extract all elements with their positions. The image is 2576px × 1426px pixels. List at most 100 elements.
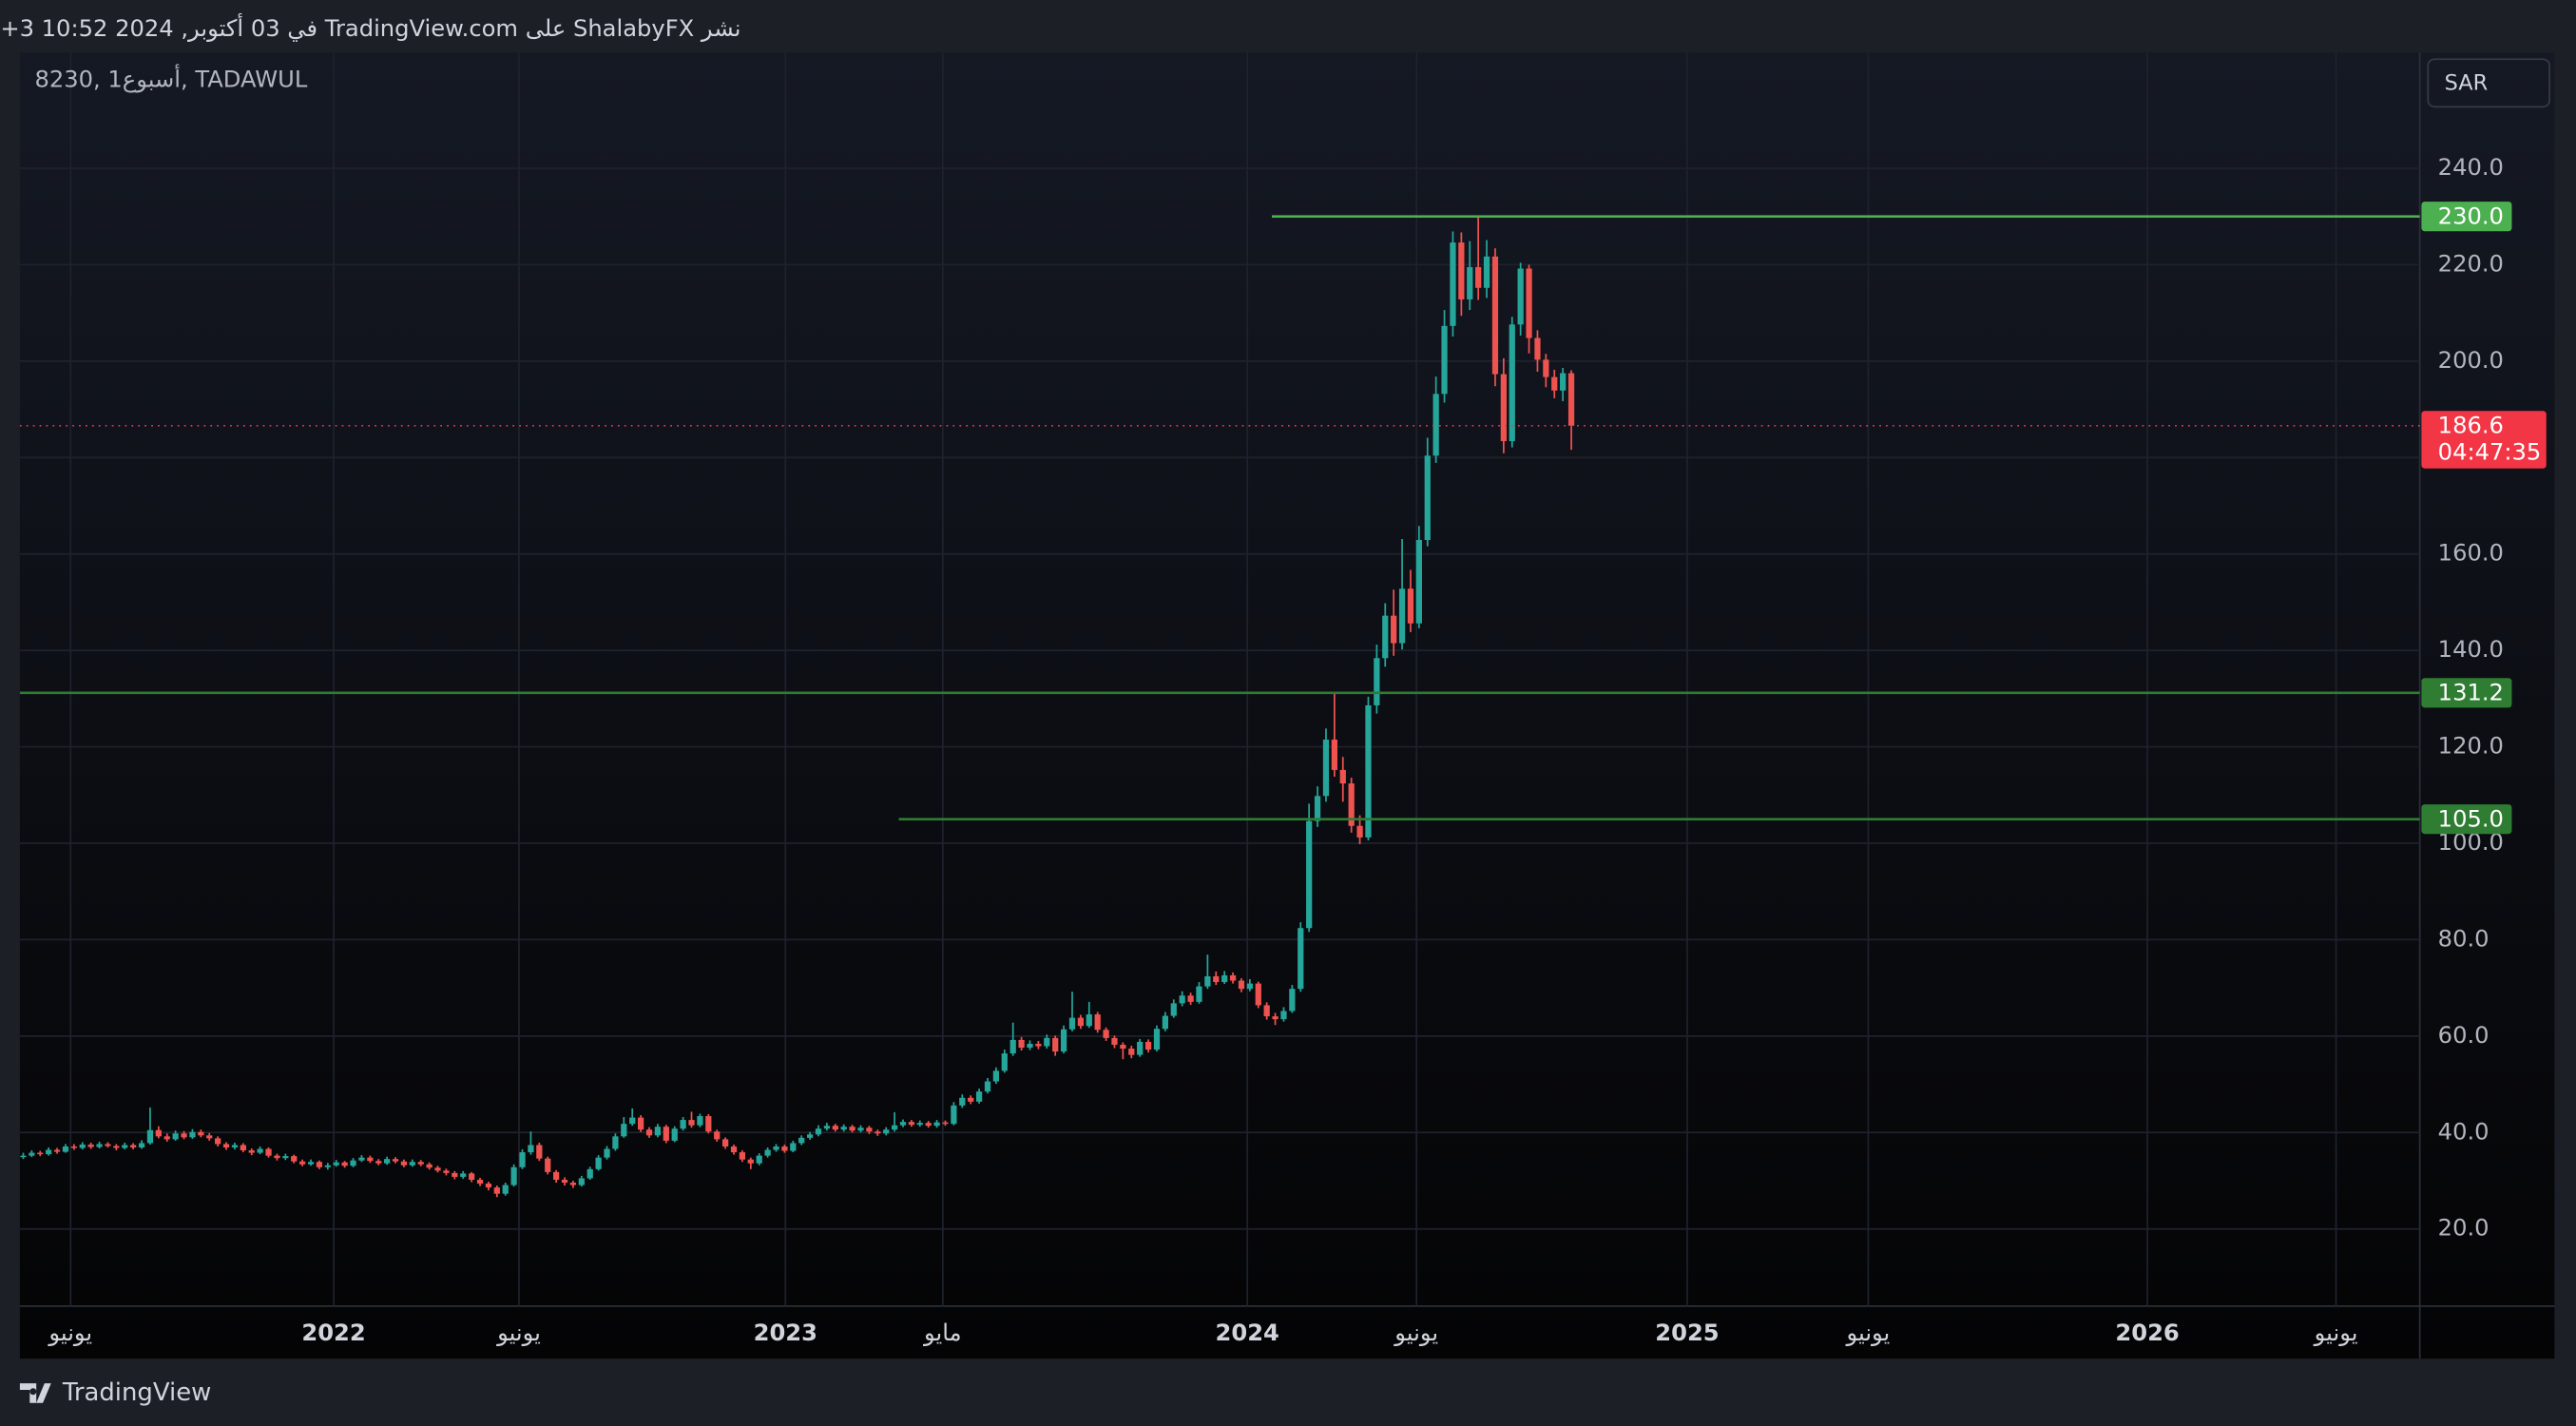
candle-body (443, 1170, 450, 1173)
candle-body (384, 1159, 391, 1164)
candle-body (1500, 374, 1507, 442)
candle-body (586, 1168, 593, 1179)
candle-body (992, 1070, 1000, 1082)
candle-body (747, 1159, 754, 1164)
candle-body (1221, 974, 1228, 983)
x-tick-label: يونيو (1846, 1320, 1891, 1346)
symbol-label: 8230, 1أسبوع, TADAWUL (34, 65, 307, 93)
candle-body (875, 1131, 881, 1134)
candle-body (1526, 268, 1532, 338)
plot (19, 215, 2420, 1198)
candle-body (1322, 739, 1330, 797)
x-tick-label: يونيو (1394, 1320, 1438, 1346)
x-tick-label: 2023 (754, 1320, 817, 1346)
candle-body (1280, 1011, 1287, 1020)
y-tick-label: 140.0 (2438, 636, 2504, 663)
candle-body (1382, 615, 1389, 659)
candle-body (781, 1146, 788, 1151)
candle-body (1111, 1037, 1118, 1045)
candle-body (1246, 983, 1253, 990)
currency-label[interactable]: SAR (2445, 71, 2489, 96)
candle-body (561, 1179, 568, 1184)
axes: 20.040.060.080.0100.0120.0140.0160.0180.… (48, 154, 2547, 1346)
candle-body (612, 1136, 619, 1149)
candle-body (815, 1128, 822, 1135)
level-label: 105.0 (2438, 806, 2504, 833)
candle-body (493, 1187, 500, 1194)
candle-body (181, 1133, 187, 1138)
candle-body (756, 1155, 762, 1164)
candle-body (1255, 983, 1261, 1006)
candle-body (1162, 1015, 1168, 1030)
candle-body (206, 1135, 213, 1139)
candle-body (324, 1165, 331, 1167)
candle-body (688, 1120, 695, 1126)
candle-body (155, 1129, 162, 1137)
candle-body (764, 1149, 771, 1156)
candle-body (282, 1156, 289, 1159)
candle-body (1543, 359, 1549, 377)
candle-body (105, 1144, 111, 1147)
candle-body (1137, 1041, 1144, 1055)
y-tick-label: 240.0 (2438, 154, 2504, 181)
candle-body (1398, 588, 1406, 644)
candle-body (916, 1123, 923, 1126)
candle-body (341, 1162, 348, 1166)
candle-body (198, 1131, 204, 1136)
candle-body (1551, 376, 1558, 391)
candle-body (645, 1129, 653, 1136)
candle-body (485, 1184, 492, 1188)
candle-body (20, 1155, 27, 1158)
candle-body (1263, 1005, 1270, 1017)
candle-body (730, 1146, 738, 1153)
candle-body (87, 1144, 94, 1147)
candle-body (545, 1158, 551, 1172)
y-tick-label: 120.0 (2438, 733, 2504, 760)
x-tick-label: مايو (923, 1320, 962, 1346)
candle-body (333, 1162, 339, 1166)
candle-body (400, 1161, 408, 1166)
candle-body (1391, 615, 1397, 644)
candle-body (1128, 1049, 1135, 1055)
candle-body (629, 1117, 636, 1125)
candle-body (146, 1129, 154, 1144)
candle-body (291, 1156, 298, 1162)
candle-body (823, 1126, 831, 1129)
candle-body (265, 1148, 272, 1156)
candle-body (375, 1161, 382, 1164)
candle-body (502, 1185, 509, 1194)
currency-button[interactable] (2427, 58, 2551, 108)
candle-body (1491, 256, 1499, 375)
candle-body (638, 1117, 644, 1130)
candle-body (1094, 1014, 1101, 1031)
candle-body (1052, 1037, 1059, 1052)
candle-body (1077, 1017, 1085, 1027)
candle-body (849, 1127, 855, 1131)
candle-body (968, 1097, 974, 1102)
candle-body (832, 1126, 838, 1130)
y-tick-label: 20.0 (2438, 1215, 2489, 1242)
candle-body (1153, 1029, 1161, 1050)
candle-body (1560, 373, 1567, 391)
candle-body (460, 1173, 467, 1177)
y-tick-label: 60.0 (2438, 1022, 2489, 1049)
candle-body (426, 1164, 433, 1168)
candle-body (79, 1144, 86, 1148)
candle-body (1060, 1029, 1067, 1052)
candle-body (528, 1145, 534, 1153)
candle-body (1196, 986, 1202, 1002)
x-tick-label: يونيو (2314, 1320, 2358, 1346)
candle-body (409, 1162, 415, 1166)
candle-body (1365, 704, 1372, 838)
candle-body (274, 1155, 280, 1159)
candle-body (452, 1172, 458, 1177)
candle-body (1238, 980, 1245, 990)
candle-body (1534, 337, 1541, 360)
candle-body (1475, 266, 1482, 288)
candle-body (883, 1129, 890, 1134)
candle-body (942, 1122, 949, 1125)
candle-body (96, 1144, 103, 1147)
candle-body (358, 1157, 365, 1161)
candle-body (857, 1127, 864, 1131)
